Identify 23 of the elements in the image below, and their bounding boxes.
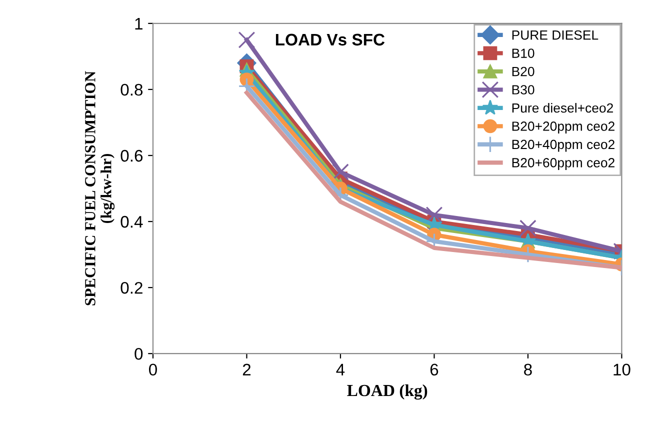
x-axis-title: LOAD (kg) — [347, 384, 428, 400]
x-tick-label: 10 — [614, 364, 630, 376]
legend-label: Pure diesel+ceo2 — [512, 102, 613, 113]
x-tick-label: 6 — [430, 364, 438, 376]
legend-label: B10 — [512, 48, 534, 58]
chart-title: LOAD Vs SFC — [276, 34, 385, 46]
y-tick-label: 0.4 — [120, 216, 143, 228]
x-tick-label: 2 — [242, 364, 251, 376]
x-tick-label: 8 — [524, 364, 532, 376]
legend-label: B30 — [512, 85, 534, 94]
y-axis-title: SPECIFIC FUEL CONSUMPTION (kg/kw-hr) — [85, 71, 115, 306]
legend-label: PURE DIESEL — [512, 30, 598, 40]
y-tick-label: 0 — [134, 348, 143, 360]
y-tick-label: 0.6 — [120, 150, 143, 162]
y-tick-label: 0.2 — [120, 282, 142, 294]
legend-label: B20+60ppm ceo2 — [512, 158, 614, 170]
x-tick-label: 4 — [336, 364, 345, 376]
x-tick-label: 0 — [149, 364, 157, 376]
y-tick-label: 1 — [135, 18, 142, 30]
legend-label: B20+40ppm ceo2 — [512, 140, 614, 152]
y-tick-label: 0.8 — [120, 84, 143, 96]
legend-label: B20+20ppm ceo2 — [512, 122, 614, 134]
legend-label: B20 — [512, 66, 534, 76]
